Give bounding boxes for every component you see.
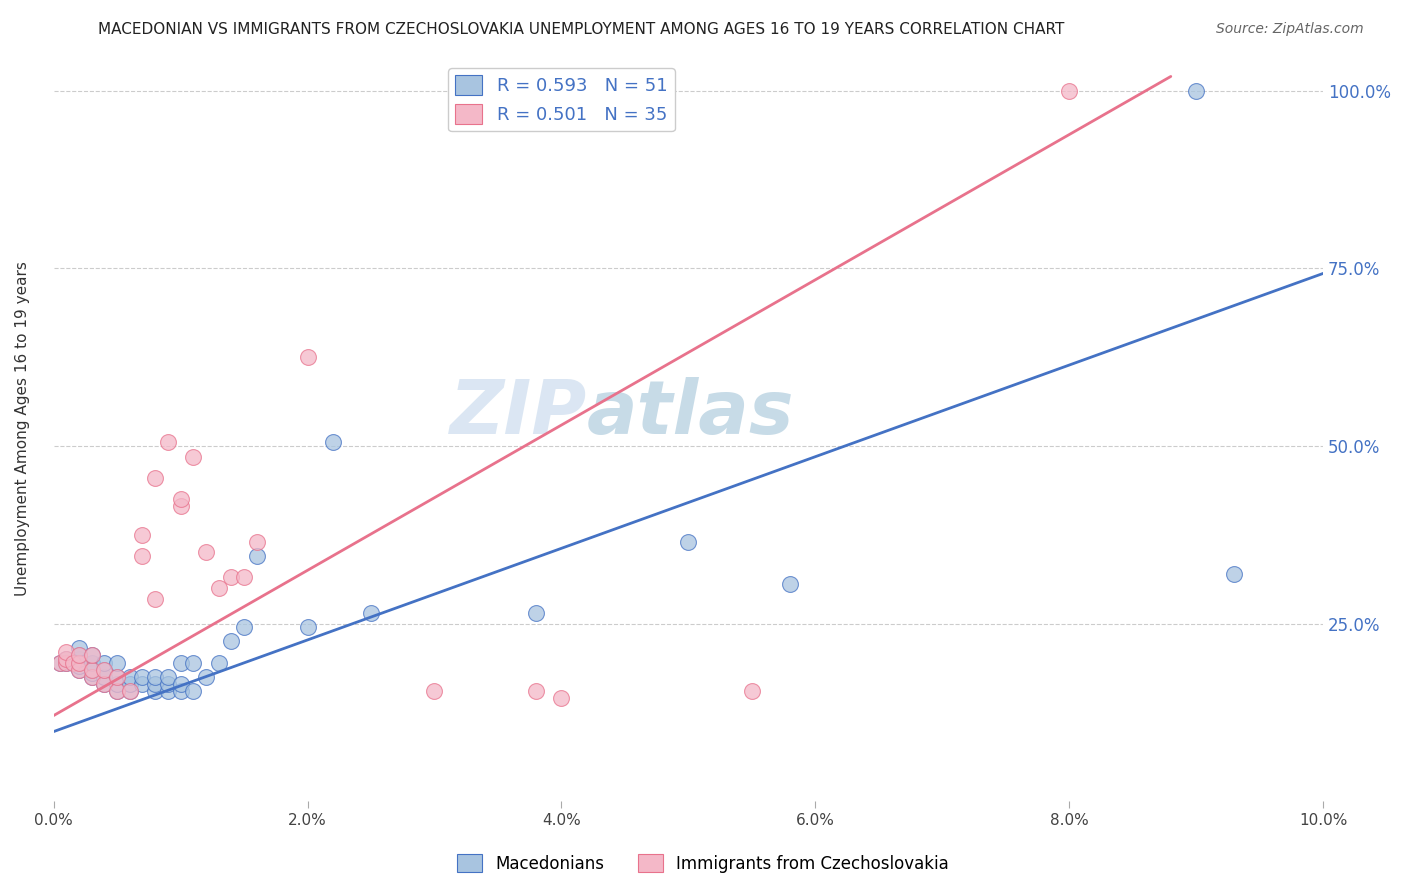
Point [181,684,204,698]
Point [233,620,256,634]
Point [246,534,269,549]
Point [80,666,103,681]
Point [118,684,141,698]
Point [80,670,103,684]
Point [55,656,77,670]
Point [143,677,166,691]
Point [233,570,256,584]
Point [143,591,166,606]
Point [779,577,801,591]
Legend: R = 0.593   N = 51, R = 0.501   N = 35: R = 0.593 N = 51, R = 0.501 N = 35 [449,68,675,131]
Point [156,677,179,691]
Point [105,670,128,684]
Point [93,663,115,677]
Point [67,641,90,656]
Point [55,652,77,666]
Point [143,684,166,698]
Point [67,663,90,677]
Point [169,677,191,691]
Text: atlas: atlas [586,376,794,450]
Point [93,656,115,670]
Point [741,684,763,698]
Point [62,656,84,670]
Point [181,656,204,670]
Point [143,670,166,684]
Point [1057,84,1080,98]
Point [118,684,141,698]
Text: MACEDONIAN VS IMMIGRANTS FROM CZECHOSLOVAKIA UNEMPLOYMENT AMONG AGES 16 TO 19 YE: MACEDONIAN VS IMMIGRANTS FROM CZECHOSLOV… [98,22,1064,37]
Text: Source: ZipAtlas.com: Source: ZipAtlas.com [1216,22,1364,37]
Point [93,670,115,684]
Point [93,677,115,691]
Y-axis label: Unemployment Among Ages 16 to 19 years: Unemployment Among Ages 16 to 19 years [15,260,30,596]
Point [1223,566,1246,581]
Point [524,606,547,620]
Point [80,656,103,670]
Legend: Macedonians, Immigrants from Czechoslovakia: Macedonians, Immigrants from Czechoslova… [450,847,956,880]
Point [49,656,72,670]
Point [131,670,153,684]
Point [524,684,547,698]
Point [169,492,191,507]
Point [131,549,153,563]
Point [67,652,90,666]
Point [194,670,217,684]
Point [93,677,115,691]
Point [169,500,191,514]
Point [105,656,128,670]
Text: ZIP: ZIP [450,376,586,450]
Point [181,450,204,464]
Point [678,534,700,549]
Point [105,670,128,684]
Point [80,663,103,677]
Point [105,684,128,698]
Point [131,677,153,691]
Point [105,684,128,698]
Point [67,656,90,670]
Point [55,656,77,670]
Point [49,656,72,670]
Point [67,659,90,673]
Point [208,581,231,595]
Point [131,527,153,541]
Point [208,656,231,670]
Point [55,652,77,666]
Point [322,435,344,450]
Point [105,677,128,691]
Point [118,670,141,684]
Point [360,606,382,620]
Point [297,350,319,364]
Point [93,663,115,677]
Point [80,663,103,677]
Point [118,677,141,691]
Point [297,620,319,634]
Point [156,684,179,698]
Point [156,435,179,450]
Point [1185,84,1208,98]
Point [221,634,243,648]
Point [67,663,90,677]
Point [169,684,191,698]
Point [143,471,166,485]
Point [55,645,77,659]
Point [550,691,572,706]
Point [246,549,269,563]
Point [80,670,103,684]
Point [62,656,84,670]
Point [67,648,90,663]
Point [67,648,90,663]
Point [194,545,217,559]
Point [156,670,179,684]
Point [80,648,103,663]
Point [221,570,243,584]
Point [169,656,191,670]
Point [423,684,446,698]
Point [80,648,103,663]
